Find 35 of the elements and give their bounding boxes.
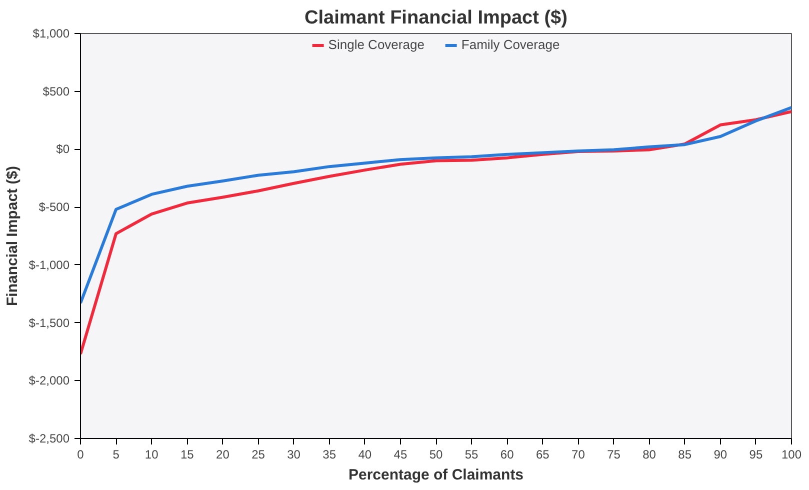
y-tick-label: $-2,500 [28,432,70,446]
x-axis-title: Percentage of Claimants [348,466,524,484]
x-tick-label: 15 [180,448,194,462]
x-tick-label: 55 [464,448,479,462]
x-tick-label: 0 [77,448,84,462]
x-tick-label: 45 [394,448,408,462]
x-tick-label: 70 [572,448,586,462]
line-series [80,106,792,305]
x-tick-label: 50 [429,448,443,462]
x-tick-label: 90 [714,448,728,462]
y-tick-label: $-1,500 [28,316,70,330]
x-tick-label: 40 [358,448,372,462]
x-tick-label: 10 [144,448,159,462]
x-tick-label: 65 [536,448,550,462]
x-tick-label: 80 [642,448,656,462]
x-tick-label: 85 [678,448,692,462]
y-tick-label: $1,000 [32,26,70,40]
y-tick-label: $-500 [38,200,70,214]
x-tick-label: 20 [216,448,230,462]
y-tick-label: $-1,000 [28,258,70,272]
x-tick-label: 5 [112,448,120,462]
y-tick-label: $-2,000 [28,374,70,388]
x-tick-label: 30 [287,448,301,462]
x-tick-label: 35 [322,448,336,462]
x-tick-label: 95 [749,448,763,462]
chart-title: Claimant Financial Impact ($) [304,8,568,28]
x-tick-label: 25 [252,448,266,462]
x-tick-label: 75 [607,448,621,462]
legend-label: Single Coverage [328,37,424,52]
x-tick-label: 60 [500,448,514,462]
x-tick-label: 100 [781,448,802,462]
legend-label: Family Coverage [461,37,560,52]
y-tick-label: $500 [42,84,70,98]
y-tick-label: $0 [56,142,70,156]
y-axis-title: Financial Impact ($) [4,166,21,306]
